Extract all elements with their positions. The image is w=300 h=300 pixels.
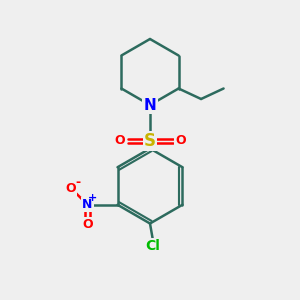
Text: S: S [144, 132, 156, 150]
Text: Cl: Cl [146, 239, 160, 253]
Text: +: + [88, 193, 98, 203]
Text: O: O [66, 182, 76, 195]
Text: N: N [82, 198, 93, 211]
Text: O: O [82, 218, 93, 231]
Text: O: O [175, 134, 186, 148]
Text: N: N [144, 98, 156, 112]
Text: -: - [75, 176, 80, 189]
Text: O: O [114, 134, 125, 148]
